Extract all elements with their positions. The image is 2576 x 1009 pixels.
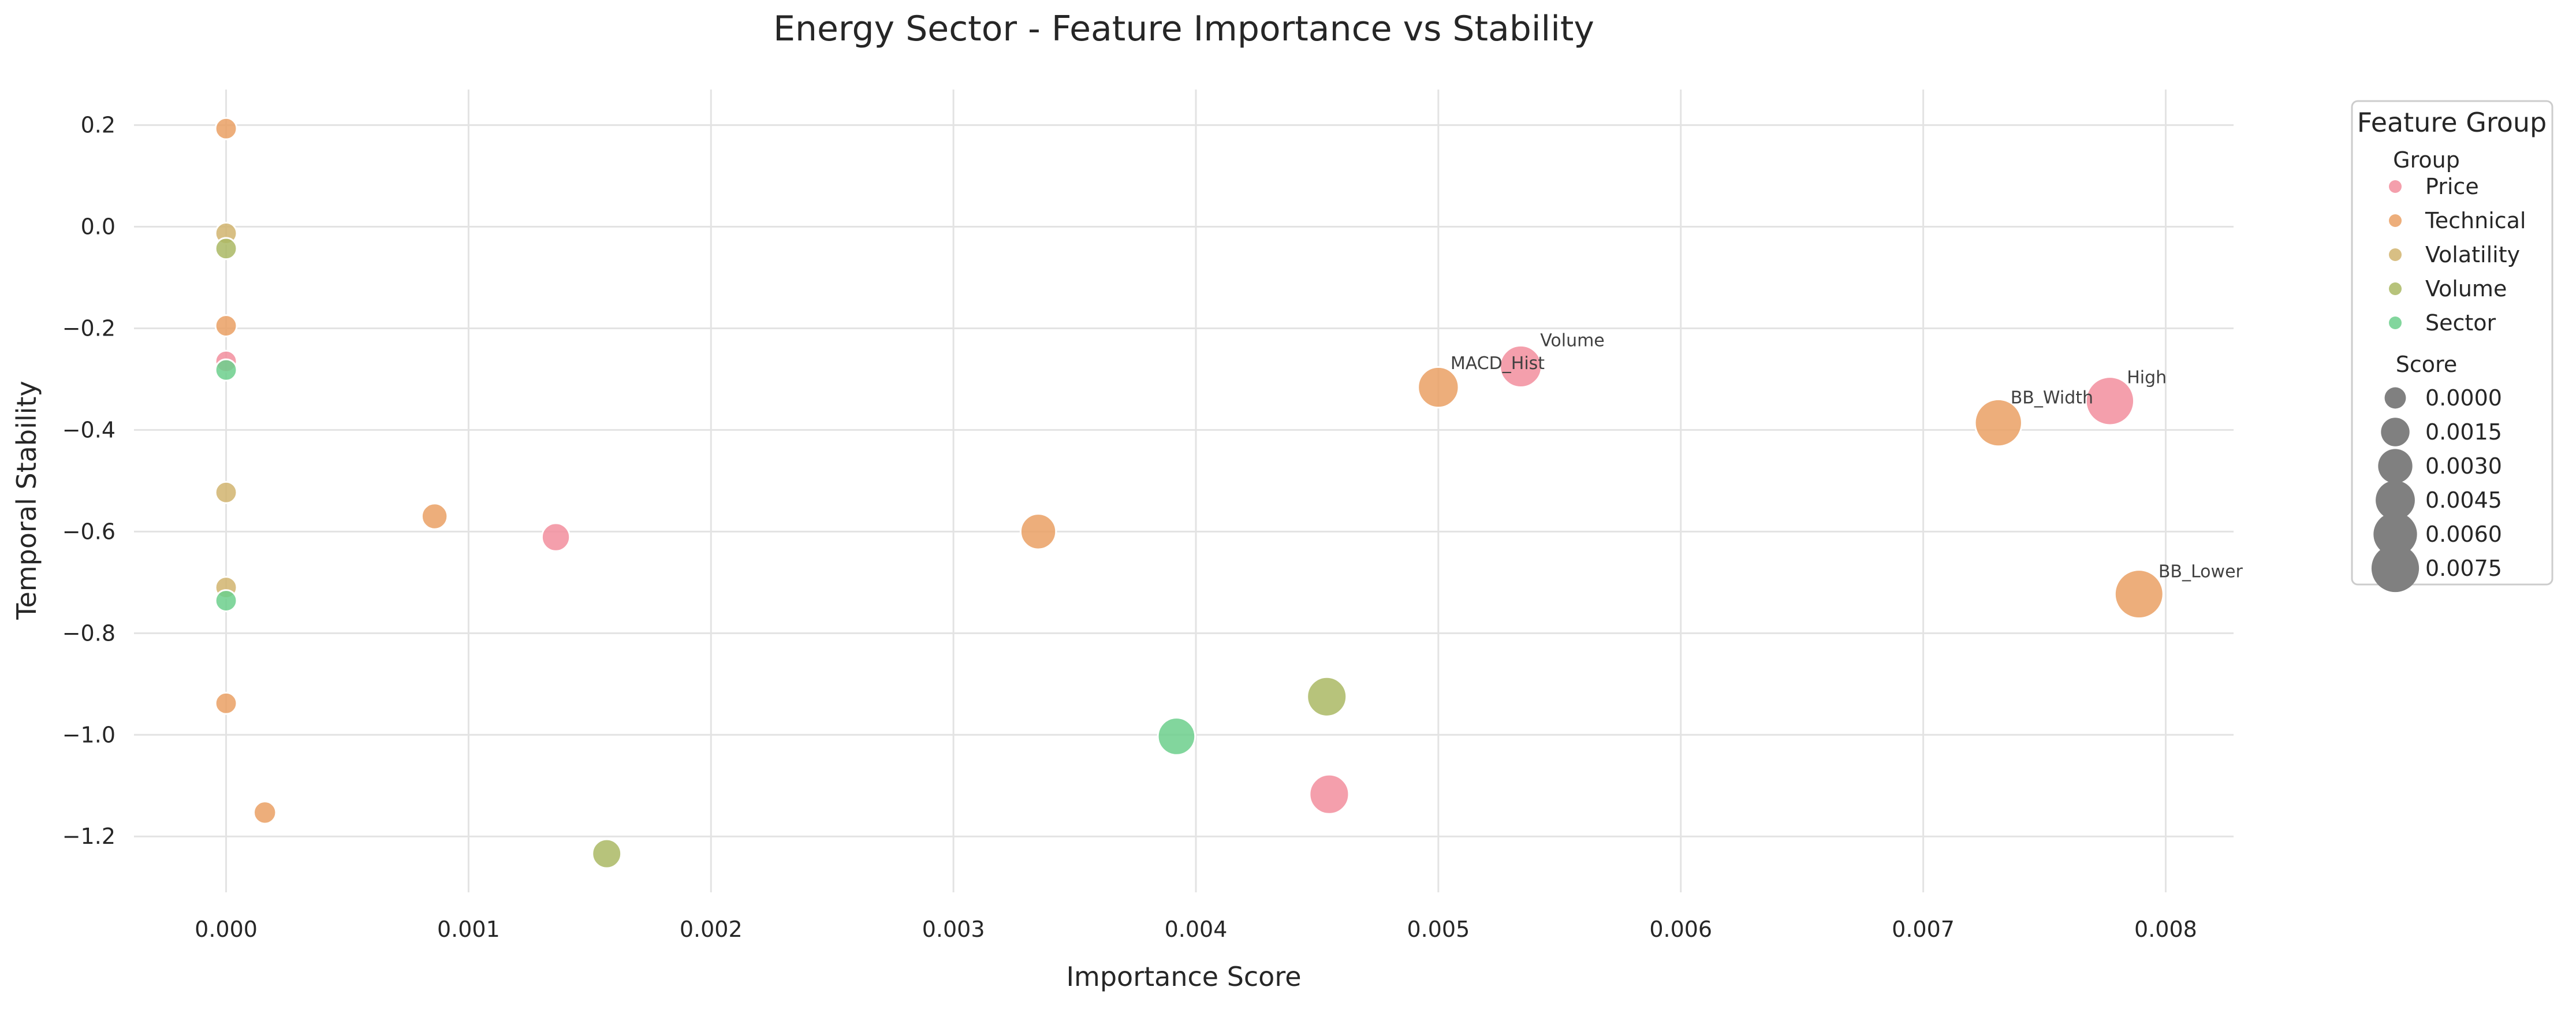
data-point-volume [591, 838, 622, 869]
y-tick-label: −0.8 [62, 620, 115, 646]
legend-group-heading: Group [2393, 147, 2460, 173]
data-point-technical [253, 801, 277, 825]
legend-size-heading: Score [2396, 352, 2457, 377]
x-axis-label: Importance Score [1066, 961, 1301, 992]
y-axis-ticks: 0.2 0.0 −0.2 −0.4 −0.6 −0.8 −1.0 −1.2 [62, 113, 115, 850]
data-point-technical [1974, 398, 2023, 448]
legend-label-price: Price [2425, 174, 2479, 199]
legend-size-label: 0.0000 [2425, 385, 2502, 411]
data-point-technical [420, 502, 449, 530]
legend-size-marker [2373, 512, 2417, 556]
x-tick-label: 0.004 [1165, 917, 1228, 942]
data-point-volume [1306, 676, 1348, 717]
legend-size-marker [2384, 387, 2406, 409]
data-point-technical [2113, 569, 2164, 620]
legend-label-volume: Volume [2425, 276, 2507, 301]
legend: Feature Group Group Score Price Technical… [2351, 100, 2553, 593]
point-annotation: High [2127, 367, 2167, 388]
data-point-sector [1157, 717, 1196, 756]
legend-label-technical: Technical [2425, 208, 2526, 233]
data-point-price [540, 522, 571, 552]
legend-marker-volatility [2389, 248, 2402, 261]
data-point-price [2085, 376, 2135, 426]
y-tick-label: 0.0 [81, 214, 115, 240]
x-axis-ticks: 0.000 0.001 0.002 0.003 0.004 0.005 0.006 0.007… [195, 917, 2197, 942]
data-point-price [1499, 344, 1543, 389]
legend-marker-price [2389, 180, 2402, 193]
x-tick-label: 0.007 [1892, 917, 1955, 942]
x-tick-label: 0.000 [195, 917, 258, 942]
legend-size-marker [2378, 449, 2413, 483]
chart-title: Energy Sector - Feature Importance vs St… [773, 9, 1594, 49]
grid [134, 90, 2234, 892]
y-tick-label: −1.2 [62, 824, 115, 849]
data-point-technical [1019, 513, 1057, 550]
y-tick-label: −0.4 [62, 417, 115, 442]
data-point-volume [214, 237, 238, 260]
point-annotation: BB_Lower [2159, 562, 2243, 582]
data-points [214, 117, 2164, 869]
legend-size-label: 0.0045 [2425, 487, 2502, 513]
legend-size-marker [2371, 544, 2420, 593]
legend-size-label: 0.0060 [2425, 522, 2502, 547]
data-point-sector [214, 358, 238, 382]
y-tick-label: −0.2 [62, 315, 115, 341]
data-point-technical [1417, 366, 1460, 409]
y-tick-label: 0.2 [81, 113, 115, 138]
data-point-price [1308, 773, 1350, 815]
data-point-technical [214, 691, 238, 715]
point-annotation: Volume [1540, 330, 1605, 351]
legend-size-marker [2381, 418, 2410, 446]
data-point-technical [214, 314, 238, 338]
y-tick-label: −0.6 [62, 519, 115, 544]
point-annotation: BB_Width [2011, 388, 2093, 408]
legend-size-label: 0.0015 [2425, 419, 2502, 445]
x-tick-label: 0.006 [1649, 917, 1712, 942]
legend-size-label: 0.0075 [2425, 556, 2502, 581]
x-tick-label: 0.005 [1407, 917, 1470, 942]
data-point-technical [214, 117, 238, 140]
y-axis-label: Temporal Stability [11, 381, 42, 620]
legend-label-volatility: Volatility [2425, 242, 2520, 267]
x-tick-label: 0.008 [2134, 917, 2197, 942]
x-tick-label: 0.001 [437, 917, 500, 942]
legend-marker-volume [2389, 282, 2402, 295]
legend-size-marker [2376, 481, 2415, 520]
x-tick-label: 0.002 [680, 917, 743, 942]
data-point-sector [214, 589, 238, 612]
legend-size-label: 0.0030 [2425, 453, 2502, 479]
point-annotation: MACD_Hist [1451, 353, 1545, 374]
data-point-volatility [214, 481, 238, 504]
legend-marker-sector [2389, 317, 2402, 329]
legend-title: Feature Group [2357, 107, 2547, 138]
x-tick-label: 0.003 [922, 917, 985, 942]
legend-label-sector: Sector [2425, 310, 2496, 336]
legend-marker-technical [2389, 214, 2402, 227]
y-tick-label: −1.0 [62, 722, 115, 747]
